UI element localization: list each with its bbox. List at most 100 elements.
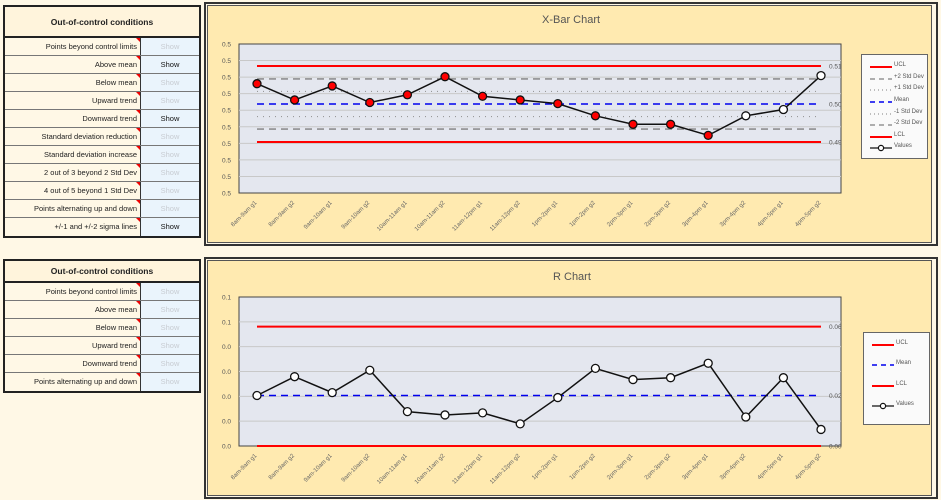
legend-item: +2 Std Dev [862, 73, 927, 85]
data-point-marker[interactable] [439, 71, 450, 81]
y-tick-label: 0.0 [221, 418, 230, 425]
data-point-marker[interactable] [552, 98, 562, 108]
legend-swatch-icon [870, 77, 892, 80]
data-point-marker[interactable] [364, 97, 374, 107]
data-point-marker[interactable] [364, 365, 374, 375]
show-toggle-button[interactable]: Show [141, 218, 199, 236]
legend-item: LCL [864, 380, 929, 392]
data-point-marker[interactable] [402, 89, 412, 99]
r-plot: 0.1 0.1 0.0 0.0 0.0 0.0 0.0 0.06 0.02 0.00 8am-9am… [221, 294, 842, 485]
condition-label: Below mean [5, 319, 141, 336]
x-category-label: 11am-12pm g1 [451, 452, 484, 485]
condition-row: Above mean Show [5, 301, 199, 319]
legend-item: -1 Std Dev [862, 108, 927, 120]
r-chart-panel: R Chart 0.1 0.1 0.0 0.0 0.0 0.0 0.0 0.06 0.02 0.0… [207, 260, 932, 496]
data-point-marker[interactable] [289, 371, 299, 381]
condition-row: Below mean Show [5, 74, 199, 92]
condition-label: Above mean [5, 301, 141, 318]
data-point-marker[interactable] [778, 104, 788, 114]
show-toggle-button[interactable]: Show [141, 301, 199, 318]
x-category-label: 1pm-2pm g2 [568, 199, 597, 228]
condition-label: Upward trend [5, 337, 141, 354]
condition-label: 4 out of 5 beyond 1 Std Dev [5, 182, 141, 199]
data-point-marker[interactable] [477, 407, 487, 418]
x-category-label: 10am-11am g2 [413, 199, 446, 232]
lcl-value-label: 0.49 [829, 139, 842, 146]
show-toggle-button[interactable]: Show [141, 200, 199, 217]
show-toggle-button[interactable]: Show [141, 146, 199, 163]
x-category-label: 10am-11am g1 [376, 199, 409, 232]
show-toggle-button[interactable]: Show [141, 182, 199, 199]
data-point-marker[interactable] [703, 358, 713, 368]
x-category-label: 4pm-5pm g2 [794, 452, 823, 481]
data-point-marker[interactable] [251, 78, 262, 88]
y-tick-label: 0.1 [221, 319, 230, 326]
legend-swatch-icon [870, 66, 892, 68]
show-toggle-button[interactable]: Show [141, 319, 199, 336]
condition-row: Points alternating up and down Show [5, 200, 199, 218]
legend-label: UCL [894, 62, 907, 68]
x-category-label: 10am-11am g1 [376, 452, 409, 485]
x-category-label: 3pm-4pm g2 [719, 452, 748, 481]
data-point-marker[interactable] [665, 372, 675, 382]
x-category-label: 2pm-3pm g2 [643, 452, 672, 481]
condition-row: +/-1 and +/-2 sigma lines Show [5, 218, 199, 236]
data-point-marker[interactable] [515, 418, 525, 429]
data-point-marker[interactable] [590, 363, 600, 373]
xbar-chart-title: X-Bar Chart [542, 14, 601, 26]
data-point-marker[interactable] [327, 387, 337, 397]
show-toggle-button[interactable]: Show [141, 38, 199, 55]
show-toggle-button[interactable]: Show [141, 164, 199, 181]
data-point-marker[interactable] [251, 390, 262, 400]
data-point-marker[interactable] [590, 110, 600, 120]
data-point-marker[interactable] [740, 411, 750, 422]
show-toggle-button[interactable]: Show [141, 74, 199, 91]
data-point-marker[interactable] [627, 119, 638, 129]
show-toggle-button[interactable]: Show [141, 110, 199, 127]
data-point-marker[interactable] [778, 372, 788, 382]
legend-item: Mean [862, 96, 927, 108]
legend-label: -1 Std Dev [894, 108, 923, 115]
ucl-value-label: 0.06 [829, 324, 842, 331]
show-toggle-button[interactable]: Show [141, 128, 199, 145]
values-line [256, 74, 822, 136]
data-point-marker[interactable] [740, 110, 750, 120]
data-point-marker[interactable] [815, 424, 826, 434]
legend-item: Mean [864, 359, 929, 371]
legend-label: Values [894, 143, 912, 150]
condition-label: Below mean [5, 74, 141, 91]
show-toggle-button[interactable]: Show [141, 373, 199, 391]
legend-item: Values [864, 400, 929, 412]
show-toggle-button[interactable]: Show [141, 283, 199, 300]
show-toggle-button[interactable]: Show [141, 56, 199, 73]
data-point-marker[interactable] [703, 130, 713, 140]
lcl-value-label: 0.00 [829, 443, 842, 450]
x-category-label: 11am-12pm g1 [451, 199, 484, 232]
condition-row: 4 out of 5 beyond 1 Std Dev Show [5, 182, 199, 200]
x-category-label: 3pm-4pm g1 [681, 452, 710, 481]
data-point-marker[interactable] [477, 91, 487, 101]
legend-swatch-icon [872, 402, 894, 409]
condition-label: Points beyond control limits [5, 283, 141, 300]
data-point-marker[interactable] [402, 406, 412, 416]
data-point-marker[interactable] [665, 119, 675, 129]
data-point-marker[interactable] [515, 94, 525, 105]
x-category-label: 4pm-5pm g1 [756, 452, 785, 481]
y-tick-label: 0.5 [221, 190, 230, 197]
xbar-chart-frame [204, 2, 938, 246]
data-point-marker[interactable] [815, 70, 826, 80]
data-point-marker[interactable] [627, 374, 638, 384]
data-point-marker[interactable] [439, 409, 450, 420]
condition-label: Downward trend [5, 355, 141, 372]
show-toggle-button[interactable]: Show [141, 337, 199, 354]
data-point-marker[interactable] [327, 80, 337, 91]
data-point-marker[interactable] [552, 392, 562, 402]
x-category-label: 8am-9am g2 [267, 452, 296, 481]
xbar-chart-panel: X-Bar Chart 0.5 0.5 0.5 0.5 0.5 0.5 0.5 0.5 0.5 0… [207, 5, 932, 243]
x-category-label: 9am-10am g1 [303, 199, 334, 230]
data-point-marker[interactable] [289, 94, 299, 105]
show-toggle-button[interactable]: Show [141, 92, 199, 109]
legend-item: UCL [862, 61, 927, 73]
show-toggle-button[interactable]: Show [141, 355, 199, 372]
x-category-label: 9am-10am g2 [340, 452, 371, 483]
